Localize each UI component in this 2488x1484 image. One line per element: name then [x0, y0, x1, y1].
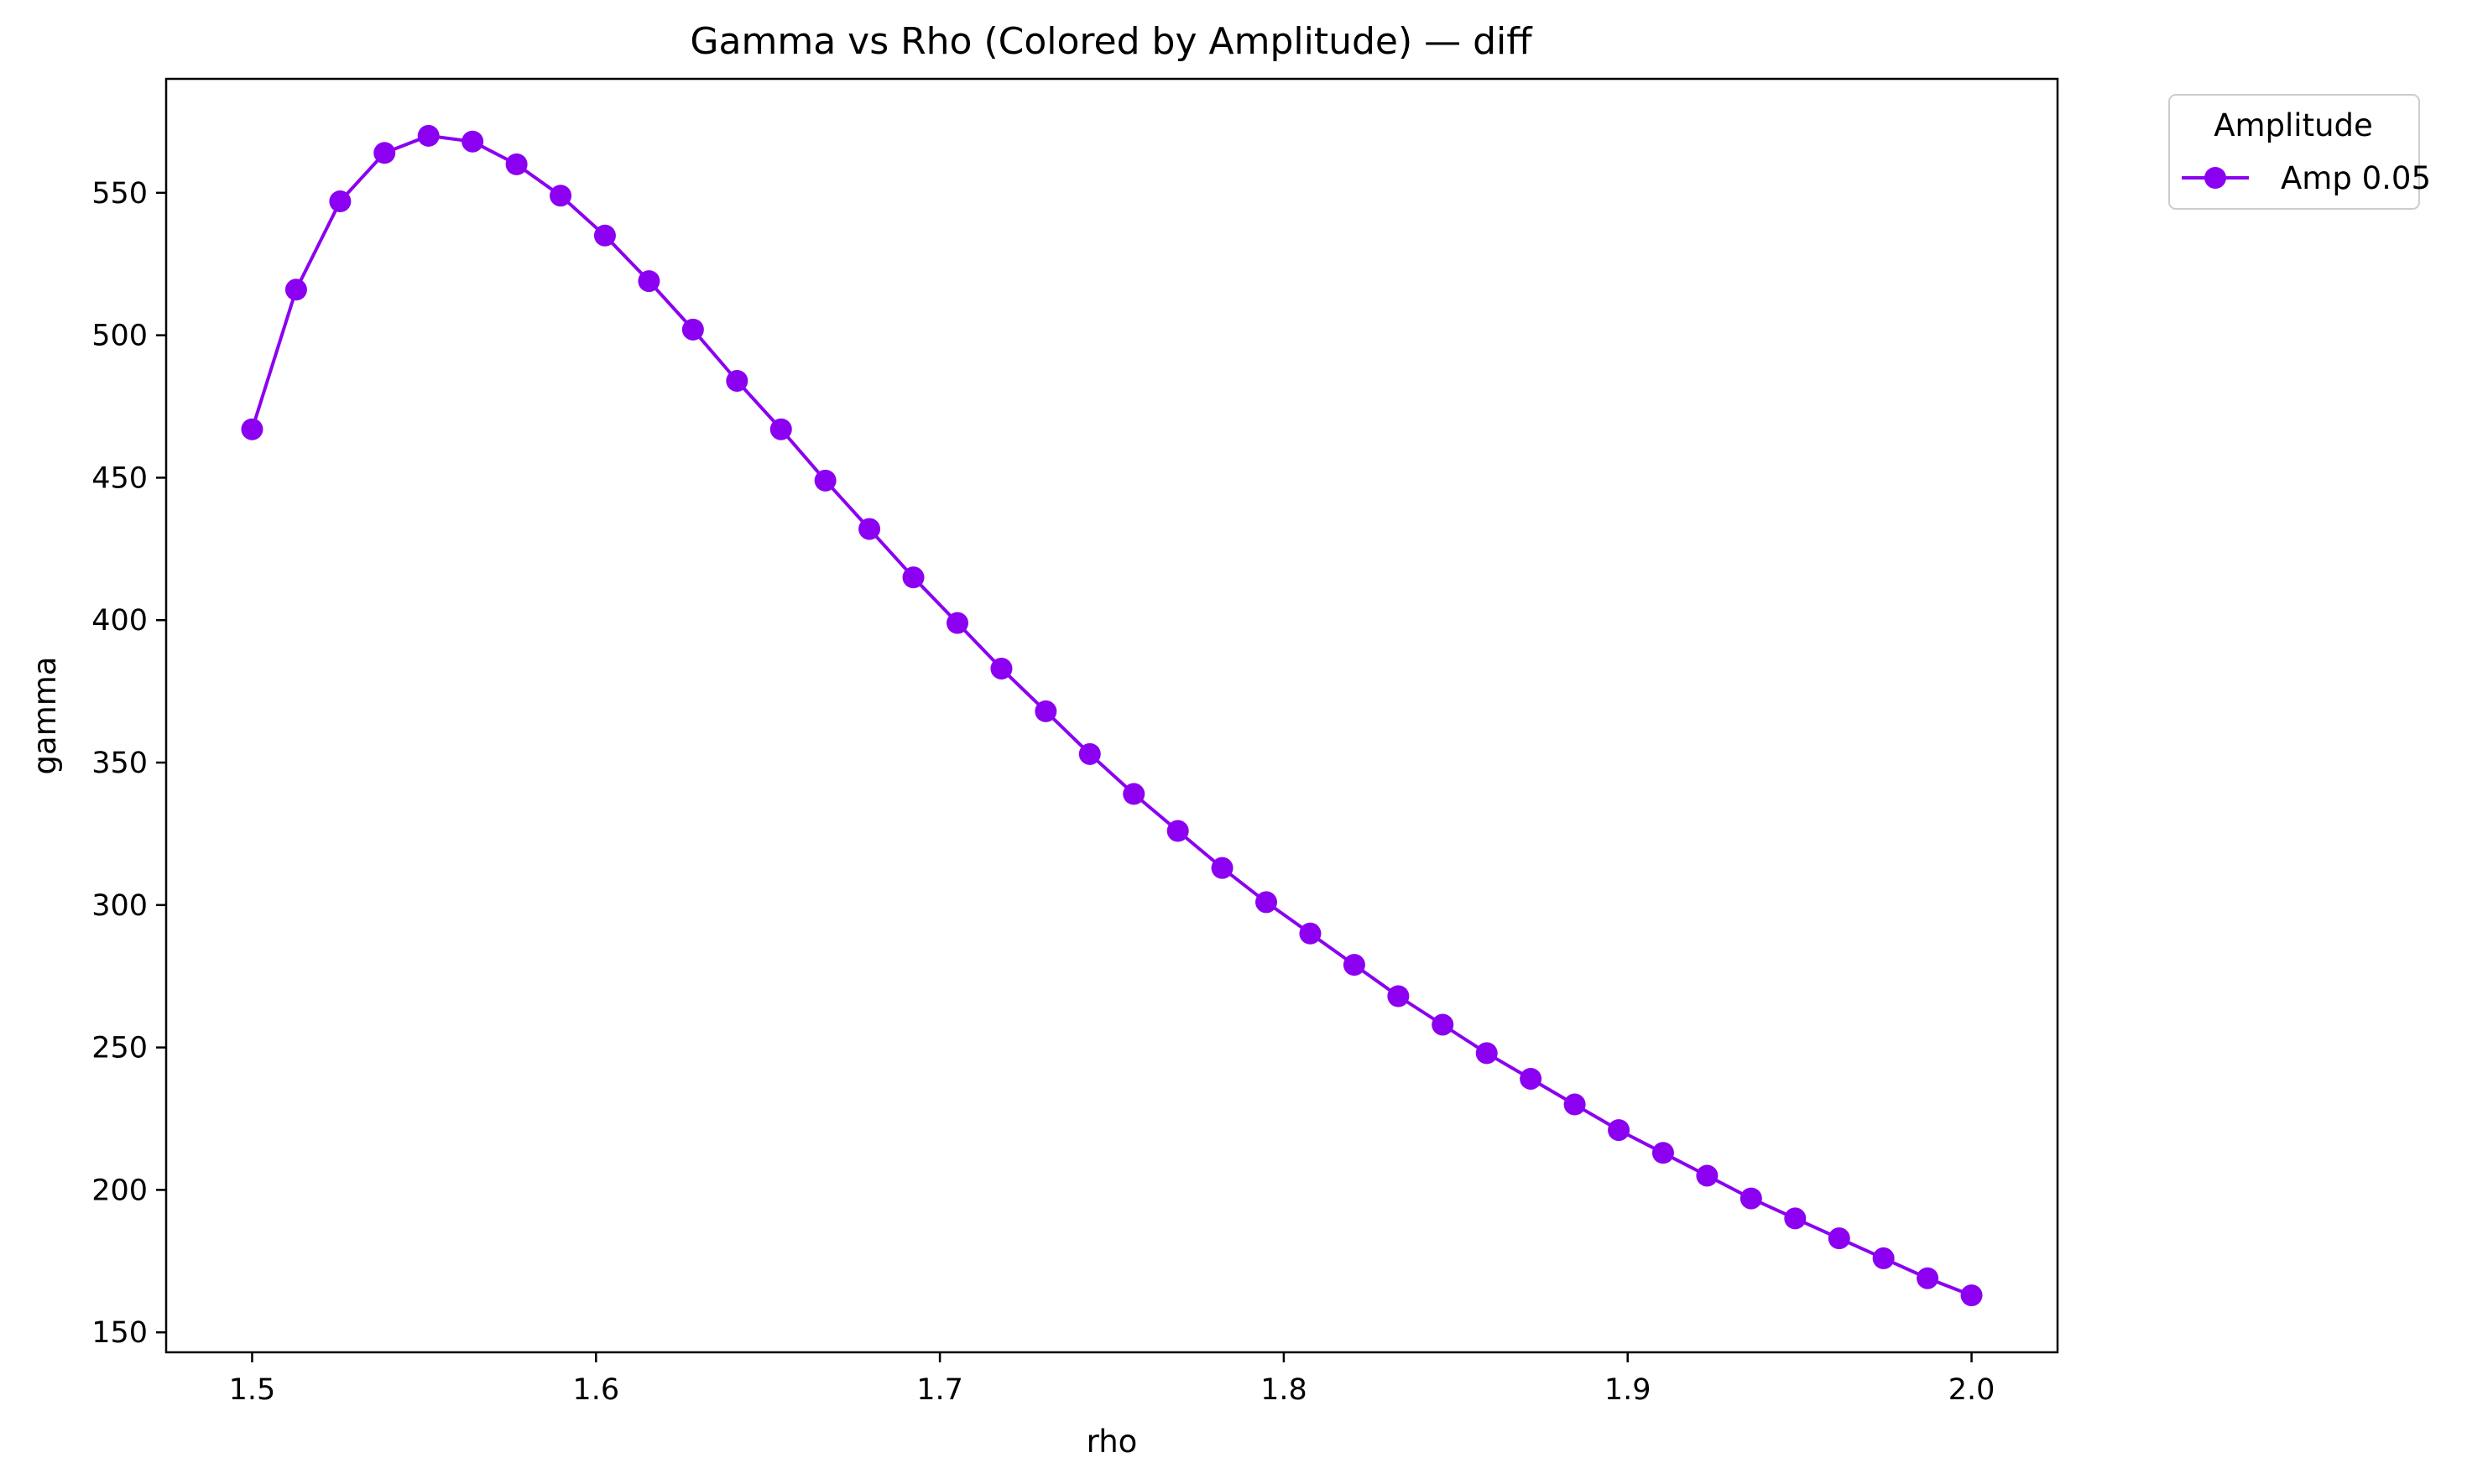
y-tick-label: 300 — [91, 889, 148, 923]
data-point — [1917, 1267, 1939, 1289]
y-tick-label: 350 — [91, 747, 148, 780]
data-point — [726, 369, 748, 392]
y-tick-label: 200 — [91, 1174, 148, 1207]
data-point — [1078, 742, 1101, 765]
data-point — [1563, 1093, 1586, 1116]
data-point — [1123, 783, 1145, 805]
data-point — [990, 657, 1013, 680]
legend-marker-swatch — [2204, 167, 2226, 189]
data-point — [1960, 1284, 1983, 1307]
data-point — [681, 318, 704, 341]
chart-title: Gamma vs Rho (Colored by Amplitude) — di… — [690, 20, 1533, 63]
x-tick-label: 1.5 — [229, 1373, 276, 1407]
data-point — [1608, 1119, 1630, 1142]
data-point — [462, 130, 484, 153]
y-tick-label: 550 — [91, 177, 148, 211]
data-point — [284, 279, 307, 301]
data-point — [417, 124, 440, 147]
x-axis-label: rho — [1087, 1424, 1138, 1460]
y-tick-label: 150 — [91, 1316, 148, 1350]
legend-title: Amplitude — [2214, 107, 2373, 143]
data-point — [241, 418, 263, 440]
data-point — [1255, 891, 1278, 914]
data-point — [1035, 700, 1057, 722]
data-point — [1872, 1247, 1895, 1269]
x-tick-label: 1.6 — [572, 1373, 619, 1407]
data-point — [550, 185, 572, 207]
x-tick-label: 1.8 — [1260, 1373, 1307, 1407]
plot-area — [241, 124, 1983, 1307]
data-point — [1166, 820, 1189, 842]
data-point — [814, 469, 837, 492]
x-tick-label: 2.0 — [1948, 1373, 1995, 1407]
data-point — [593, 224, 616, 247]
data-point — [1651, 1142, 1674, 1164]
data-point — [1432, 1013, 1454, 1036]
data-point — [1475, 1042, 1498, 1065]
y-axis-label: gamma — [27, 657, 63, 775]
data-point — [1343, 954, 1365, 976]
data-point — [329, 190, 352, 213]
data-point — [946, 612, 968, 634]
data-point — [1211, 857, 1234, 879]
data-point — [373, 142, 396, 164]
data-point — [1696, 1164, 1719, 1187]
data-point — [1520, 1067, 1542, 1090]
data-point — [1387, 985, 1410, 1008]
data-point — [505, 153, 528, 175]
data-point — [1740, 1187, 1762, 1210]
y-tick-label: 400 — [91, 604, 148, 638]
data-point — [769, 418, 792, 440]
data-point — [1784, 1207, 1807, 1230]
y-tick-label: 250 — [91, 1032, 148, 1065]
x-tick-label: 1.7 — [916, 1373, 963, 1407]
y-axis: 150 200 250 300 350 400 450 500 550 — [91, 177, 166, 1350]
x-tick-label: 1.9 — [1604, 1373, 1651, 1407]
plot-frame — [164, 77, 2059, 1354]
legend-entry-label: Amp 0.05 — [2281, 160, 2431, 196]
x-axis: 1.5 1.6 1.7 1.8 1.9 2.0 — [229, 1352, 1995, 1407]
y-tick-label: 450 — [91, 461, 148, 495]
y-tick-label: 500 — [91, 320, 148, 353]
data-point — [638, 270, 660, 293]
data-point — [1828, 1227, 1850, 1250]
data-point — [858, 518, 881, 540]
series-line — [250, 133, 1973, 1297]
data-point — [1299, 922, 1322, 945]
data-point — [902, 566, 925, 589]
legend: Amplitude Amp 0.05 — [2168, 94, 2431, 210]
legend-box — [2168, 94, 2420, 210]
